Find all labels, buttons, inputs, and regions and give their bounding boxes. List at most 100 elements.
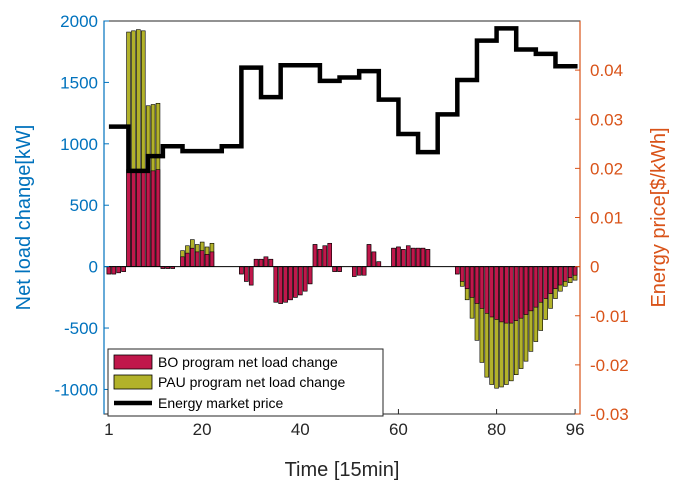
bo-bar: [484, 266, 490, 314]
bo-bar: [145, 170, 151, 267]
bo-bar: [376, 261, 382, 267]
right-y-axis-label: Energy price[$/kWh]: [648, 127, 670, 307]
bo-bar: [327, 242, 332, 267]
bo-bar: [312, 244, 318, 267]
bo-bar: [121, 266, 126, 272]
right-y-tick-label: -0.02: [590, 356, 629, 375]
bo-bar: [199, 250, 205, 267]
bo-bar: [337, 266, 342, 272]
x-tick-label: 60: [389, 420, 408, 439]
bo-bar: [298, 266, 303, 296]
bo-bar: [410, 247, 416, 267]
legend: BO program net load change PAU program n…: [107, 348, 384, 417]
bo-bar: [489, 266, 494, 318]
bo-bar: [415, 247, 421, 267]
bo-bar: [553, 266, 558, 290]
bo-bar: [126, 169, 131, 267]
bo-bar: [567, 266, 573, 278]
bo-bar: [391, 247, 396, 267]
bo-bar: [332, 266, 337, 272]
left-y-tick-label: -500: [64, 319, 98, 338]
x-tick-label: 1: [104, 420, 113, 439]
bo-bar: [293, 266, 298, 298]
left-y-axis-label: Net load change[kW]: [13, 125, 35, 311]
bo-bar: [283, 266, 288, 303]
right-y-tick-label: 0.04: [590, 61, 623, 80]
bo-bar: [563, 266, 568, 282]
bo-bar: [509, 266, 514, 324]
bo-bar: [288, 266, 293, 301]
legend-label-pau: PAU program net load change: [158, 374, 346, 390]
bo-bar: [111, 266, 117, 275]
left-y-tick-label: 2000: [60, 12, 98, 31]
bo-bar: [543, 266, 548, 299]
axes-group: 1 20 40 60 80 96 -1000 -500 0 500 1000 1500 2000 -0.0…: [55, 12, 629, 439]
pau-bars-group: [106, 29, 578, 389]
bo-bar: [504, 266, 509, 324]
bo-bar: [322, 245, 328, 267]
bo-bar: [405, 245, 411, 267]
legend-label-price: Energy market price: [158, 395, 283, 411]
bo-bar: [528, 266, 534, 312]
legend-box: [107, 348, 384, 417]
bo-bar: [523, 266, 529, 315]
left-y-tick-label: 500: [70, 196, 98, 215]
left-y-tick-label: 1000: [60, 135, 98, 154]
bo-bar: [150, 170, 156, 267]
bo-bar: [464, 266, 470, 290]
bo-bar: [116, 266, 121, 274]
bo-bar: [258, 258, 264, 267]
bo-bar: [307, 266, 313, 285]
bo-bar: [548, 266, 553, 294]
legend-swatch-bo: [113, 354, 153, 370]
bo-bar: [361, 266, 367, 276]
bo-bar: [420, 247, 426, 267]
right-y-tick-label: 0: [590, 258, 599, 277]
bo-bar: [244, 266, 249, 282]
bo-bar: [106, 266, 112, 275]
right-y-tick-label: 0.03: [590, 110, 623, 129]
energy-price-line: [108, 26, 578, 174]
bo-bar: [401, 249, 406, 267]
left-y-tick-label: -1000: [55, 380, 98, 399]
bo-bars-group: [106, 169, 578, 324]
bo-bar: [278, 266, 283, 304]
bo-bar: [248, 266, 254, 286]
bo-bar: [499, 266, 504, 323]
left-y-tick-label: 1500: [60, 73, 98, 92]
bo-bar: [366, 244, 372, 267]
bo-bar: [479, 266, 485, 309]
bo-bar: [371, 251, 377, 267]
bo-bar: [572, 266, 578, 276]
bo-bar: [239, 266, 244, 275]
bo-bar: [263, 256, 269, 267]
bo-bar: [253, 258, 259, 267]
bo-bar: [494, 266, 499, 320]
bo-bar: [268, 258, 274, 267]
bo-bar: [469, 266, 475, 298]
bo-bar: [131, 169, 136, 267]
bo-bar: [474, 266, 480, 304]
bo-bar: [538, 266, 544, 303]
bo-bar: [513, 266, 519, 321]
bo-bar: [180, 256, 185, 267]
legend-swatch-pau: [113, 374, 153, 390]
bo-bar: [558, 266, 563, 286]
bo-bar: [190, 247, 195, 267]
x-axis-label: Time [15min]: [285, 459, 400, 481]
bo-bar: [185, 252, 190, 267]
right-y-tick-label: 0.01: [590, 209, 623, 228]
left-y-tick-label: 0: [89, 258, 98, 277]
bo-bar: [396, 246, 401, 267]
x-tick-label: 20: [193, 420, 212, 439]
legend-label-bo: BO program net load change: [158, 354, 338, 370]
bo-bar: [459, 266, 465, 282]
bo-bar: [194, 251, 200, 267]
bo-bar: [317, 249, 323, 267]
right-y-tick-label: -0.03: [590, 405, 629, 424]
right-y-tick-label: 0.02: [590, 159, 623, 178]
right-y-tick-label: -0.01: [590, 307, 629, 326]
bo-bar: [533, 266, 539, 308]
bo-bar: [455, 266, 460, 275]
